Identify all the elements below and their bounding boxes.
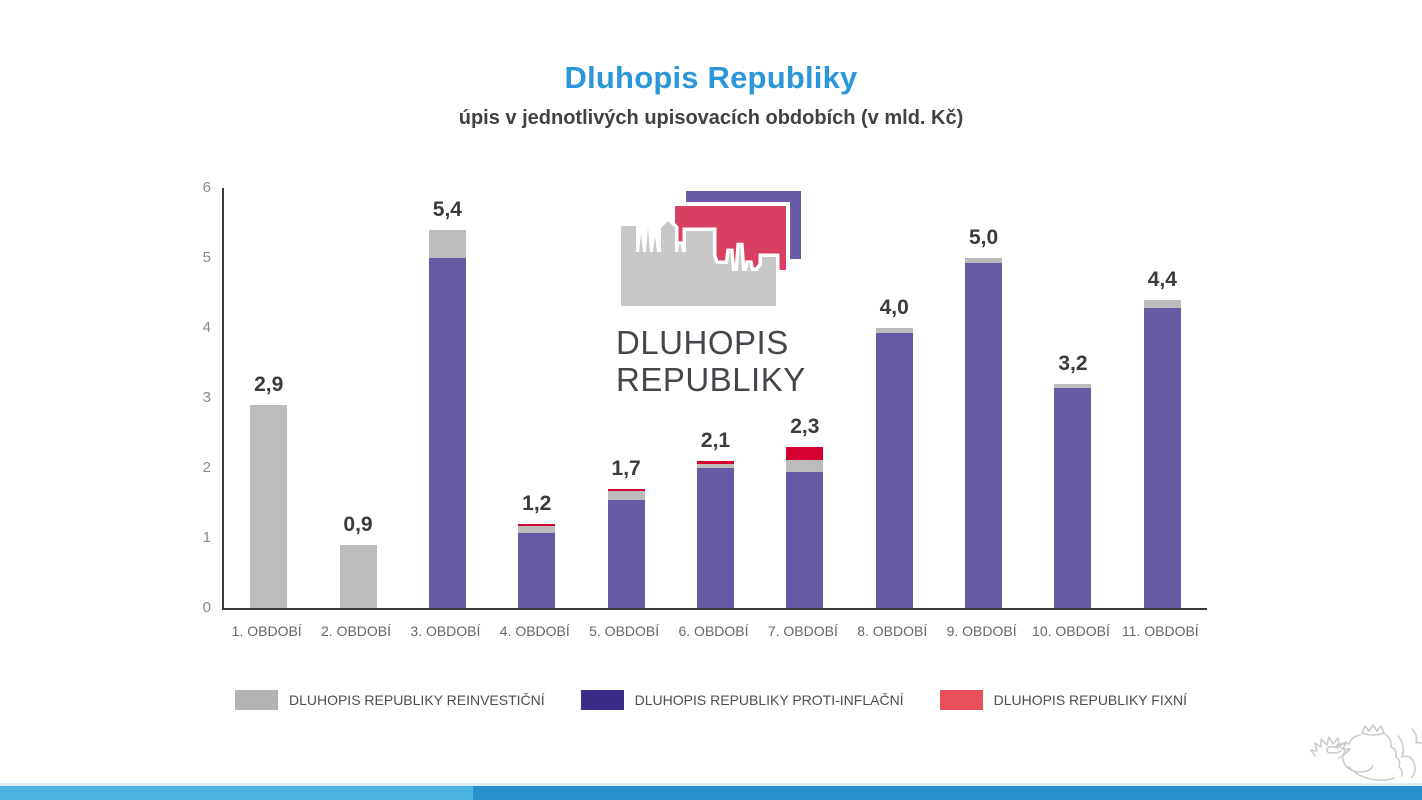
x-axis-label: 5. OBDOBÍ [589,623,660,639]
bar-value-label: 5,0 [968,226,999,249]
legend-item-fixni: DLUHOPIS REPUBLIKY FIXNÍ [939,690,1188,710]
bar-segment [786,459,824,472]
footer-bar-right-segment [473,786,1422,800]
y-axis-tick-2: 2 [202,459,211,476]
x-axis-label: 11. OBDOBÍ [1121,623,1199,639]
bar-segment [875,328,913,333]
bar-value-label: 1,7 [611,457,641,480]
bar-period-4 [518,524,556,608]
bar-segment [875,332,913,608]
dluhopis-republiky-logo: DLUHOPIS REPUBLIKY [616,186,836,398]
x-axis-label: 7. OBDOBÍ [767,623,838,639]
bar-segment [518,524,556,527]
bar-value-label: 3,2 [1058,352,1088,375]
x-axis-label: 6. OBDOBÍ [678,623,749,639]
legend-swatch-proti-inflacni-icon [580,690,624,710]
y-axis-tick-1: 1 [202,529,211,546]
bar-period-3 [428,230,466,608]
logo-line1: DLUHOPIS [616,324,789,361]
bar-value-label: 5,4 [432,198,462,221]
bar-segment [1143,300,1181,309]
bar-segment [697,461,734,464]
bar-segment [1143,308,1181,608]
x-axis-label: 9. OBDOBÍ [946,623,1017,639]
logo-graphic-castle-icon [617,191,801,310]
y-axis-tick-3: 3 [202,389,211,406]
logo-line2: REPUBLIKY [616,361,806,398]
footer-bar-left-segment [0,786,473,800]
x-axis-label: 3. OBDOBÍ [410,623,481,639]
bar-segment [1054,387,1092,608]
chart-legend: DLUHOPIS REPUBLIKY REINVESTIČNÍ DLUHOPIS… [0,690,1422,710]
bar-value-label: 0,9 [343,513,373,536]
bar-period-1 [250,405,288,608]
bar-segment [1054,384,1092,388]
y-axis-tick-6: 6 [202,179,211,196]
bar-period-5 [607,489,645,608]
footer-bar [0,786,1422,800]
plot-area: 0 1 2 3 4 5 6 2,9 0,9 5,4 1,2 1,7 2,1 2,3 4,0 5,0 3,2 4,4 [203,179,1207,616]
footer-accent-strip [0,783,1422,786]
bar-segment [518,533,556,608]
x-axis-label: 1. OBDOBÍ [231,623,302,639]
czech-lion-emblem-icon [1310,724,1422,782]
legend-item-proti-inflacni: DLUHOPIS REPUBLIKY PROTI-INFLAČNÍ [580,690,904,710]
bar-value-label: 2,3 [790,415,820,438]
x-axis-label: 4. OBDOBÍ [499,623,570,639]
y-axis-tick-5: 5 [202,249,211,266]
bar-value-label: 1,2 [522,492,552,515]
x-axis-label: 2. OBDOBÍ [321,623,392,639]
bar-segment [965,258,1003,263]
bar-segment [786,447,824,460]
bar-segment [697,463,734,468]
bar-period-8 [875,328,913,608]
y-axis-tick-4: 4 [202,319,211,336]
x-axis-label: 8. OBDOBÍ [857,623,928,639]
bar-period-10 [1054,384,1092,608]
bar-segment [250,405,288,608]
bar-segment [697,468,734,608]
page-title: Dluhopis Republiky [564,60,858,95]
bar-segment [607,499,645,608]
bar-segment [607,489,645,492]
bar-segment [339,545,377,608]
bar-segment [428,230,466,258]
legend-label-proti-inflacni: DLUHOPIS REPUBLIKY PROTI-INFLAČNÍ [634,692,904,708]
legend-label-reinvesticni: DLUHOPIS REPUBLIKY REINVESTIČNÍ [288,692,545,708]
bar-segment [428,258,466,608]
page-subtitle: úpis v jednotlivých upisovacích obdobích… [458,107,964,129]
bar-period-2 [339,545,377,608]
bar-segment [786,471,824,608]
bar-value-label: 4,0 [879,296,909,319]
x-axis-label: 10. OBDOBÍ [1032,623,1110,639]
bar-value-label: 2,1 [700,429,731,452]
legend-swatch-reinvesticni-icon [234,690,278,710]
bar-value-label: 2,9 [254,373,284,396]
bar-period-6 [697,461,734,608]
bar-period-11 [1143,300,1181,608]
bar-period-9 [965,258,1003,608]
bar-period-7 [786,447,824,608]
prague-castle-silhouette-icon [617,216,780,310]
legend-item-reinvesticni: DLUHOPIS REPUBLIKY REINVESTIČNÍ [234,690,545,710]
legend-label-fixni: DLUHOPIS REPUBLIKY FIXNÍ [993,692,1188,708]
legend-swatch-fixni-icon [939,690,983,710]
bar-segment [607,491,645,500]
y-axis-tick-0: 0 [202,599,211,616]
logo-wordmark: DLUHOPIS REPUBLIKY [616,324,836,398]
bar-segment [518,526,556,534]
x-axis-labels: 1. OBDOBÍ 2. OBDOBÍ 3. OBDOBÍ 4. OBDOBÍ 5. O… [222,623,1205,643]
bar-value-label: 4,4 [1147,268,1177,291]
bar-segment [965,262,1003,608]
